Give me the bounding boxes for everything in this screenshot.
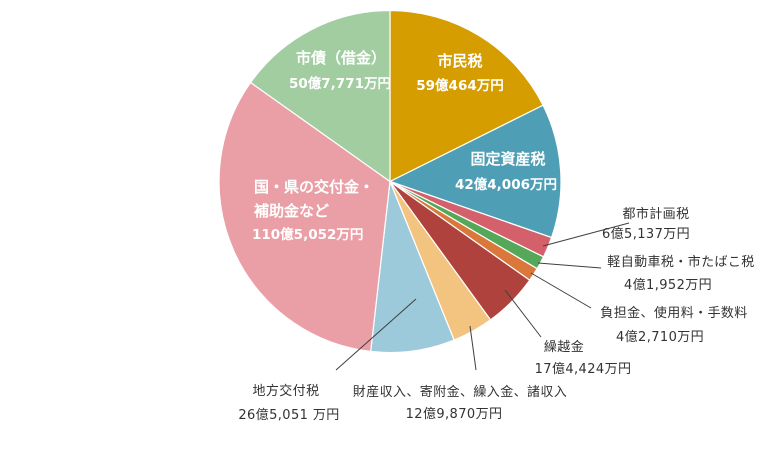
value-property-income-misc: 12億9,870万円 <box>406 406 503 422</box>
pie-slices <box>218 9 562 354</box>
label-carryover: 繰越金 <box>544 339 584 355</box>
label-property-income-misc: 財産収入、寄附金、繰入金、諸収入 <box>353 384 567 400</box>
value-city-planning-tax: 6億5,137万円 <box>602 226 690 242</box>
leader-line-carryover <box>504 289 542 338</box>
leader-line-light-vehicle-tobacco-tax <box>537 262 602 269</box>
label-national-prefectural-grants-line1: 国・県の交付金・ <box>254 178 374 196</box>
slice-fixed-asset-tax <box>388 104 562 239</box>
label-light-vehicle-tobacco-tax: 軽自動車税・市たばこ税 <box>607 254 754 270</box>
slice-national-prefectural-grants <box>218 81 391 353</box>
value-municipal-bonds: 50億7,771万円 <box>289 75 391 92</box>
leader-line-city-planning-tax <box>542 222 630 247</box>
label-local-allocation-tax: 地方交付税 <box>252 383 319 399</box>
label-municipal-bonds: 市債（借金） <box>296 49 386 67</box>
value-fees-charges: 4億2,710万円 <box>616 329 704 345</box>
value-carryover: 17億4,424万円 <box>535 361 632 377</box>
label-city-planning-tax: 都市計画税 <box>622 206 689 222</box>
label-city-resident-tax: 市民税 <box>437 52 482 70</box>
inside-labels: 市民税 59億464万円 固定資産税 42億4,006万円 国・県の交付金・ 補… <box>252 49 557 243</box>
label-national-prefectural-grants-line2: 補助金など <box>253 202 329 220</box>
leader-lines <box>335 222 630 371</box>
value-national-prefectural-grants: 110億5,052万円 <box>252 226 363 243</box>
slice-city-resident-tax <box>389 9 544 183</box>
value-light-vehicle-tobacco-tax: 4億1,952万円 <box>624 277 712 293</box>
leader-line-local-allocation-tax <box>335 298 417 371</box>
value-local-allocation-tax: 26億5,051 万円 <box>238 407 339 423</box>
leader-line-fees-charges <box>530 272 592 309</box>
slice-municipal-bonds <box>249 9 391 183</box>
leader-line-property-income-misc <box>469 325 477 371</box>
label-fees-charges: 負担金、使用料・手数料 <box>600 305 747 321</box>
label-fixed-asset-tax: 固定資産税 <box>470 150 545 168</box>
value-city-resident-tax: 59億464万円 <box>416 77 503 94</box>
outside-labels: 都市計画税 6億5,137万円 軽自動車税・市たばこ税 4億1,952万円 負担… <box>238 206 754 423</box>
value-fixed-asset-tax: 42億4,006万円 <box>455 176 557 193</box>
